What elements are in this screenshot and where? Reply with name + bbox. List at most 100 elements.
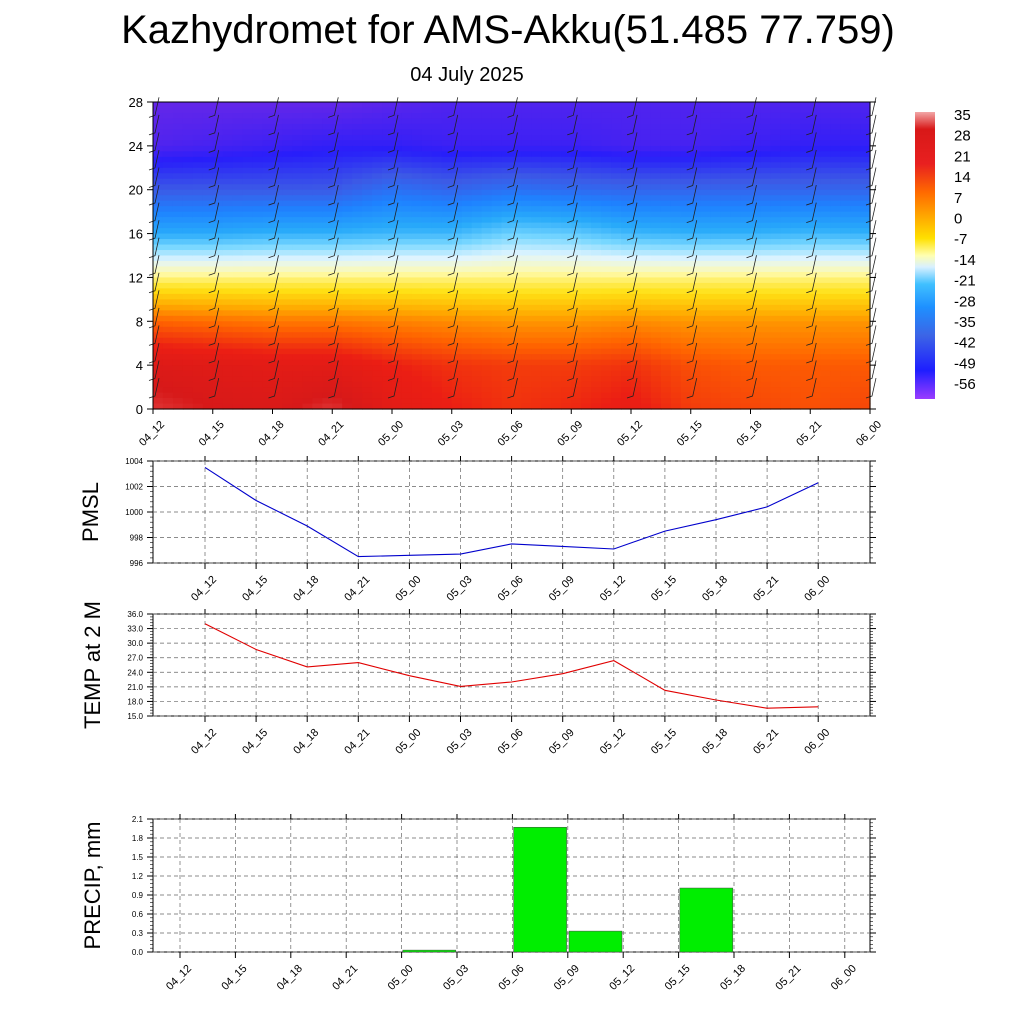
heatmap-cell (172, 277, 184, 284)
heatmap-cell (491, 217, 503, 224)
heatmap-cell (700, 211, 712, 218)
heatmap-cell (611, 162, 622, 169)
heatmap-cell (242, 222, 254, 229)
heatmap-cell (850, 337, 861, 344)
heatmap-cell (631, 228, 642, 235)
heatmap-cell (153, 337, 164, 344)
heatmap-cell (282, 173, 294, 180)
heatmap-cell (382, 370, 393, 377)
heatmap-cell (342, 162, 353, 169)
heatmap-cell (591, 381, 602, 388)
heatmap-cell (292, 304, 303, 311)
x-tick-label: 04_21 (342, 574, 372, 604)
heatmap-cell (262, 239, 274, 246)
heatmap-cell (531, 337, 542, 344)
heatmap-cell (491, 151, 503, 158)
heatmap-cell (650, 260, 662, 268)
heatmap-cell (172, 326, 184, 333)
heatmap-cell (790, 310, 801, 317)
heatmap-cell (392, 112, 403, 120)
heatmap-cell (451, 173, 463, 180)
heatmap-cell (720, 376, 732, 383)
wind-barb (507, 272, 518, 294)
heatmap-cell (441, 299, 453, 306)
heatmap-cell (322, 343, 333, 350)
heatmap-cell (531, 195, 542, 202)
heatmap-cell (690, 134, 702, 141)
heatmap-cell (790, 255, 801, 262)
heatmap-cell (252, 112, 264, 120)
y-tick-label: 1.5 (132, 853, 144, 862)
heatmap-cell (272, 217, 284, 224)
heatmap-cell (650, 239, 662, 246)
heatmap-cell (312, 129, 323, 136)
x-tick-label: 05_03 (445, 574, 475, 604)
heatmap-cell (421, 321, 433, 328)
heatmap-cell (631, 304, 642, 311)
heatmap-cell (222, 381, 234, 388)
heatmap-cell (461, 134, 473, 141)
heatmap-cell (780, 200, 791, 207)
wind-barb (865, 290, 877, 311)
heatmap-cell (760, 112, 772, 120)
heatmap-cell (571, 107, 582, 114)
heatmap-cell (481, 260, 493, 268)
heatmap-cell (810, 162, 821, 169)
heatmap-cell (730, 167, 742, 174)
heatmap-cell (382, 206, 393, 213)
heatmap-cell (860, 332, 871, 339)
heatmap-cell (670, 211, 682, 218)
heatmap-cell (302, 167, 313, 174)
heatmap-cell (660, 217, 672, 224)
heatmap-cell (282, 156, 294, 163)
heatmap-cell (182, 260, 194, 268)
heatmap-cell (631, 299, 642, 306)
heatmap-cell (441, 134, 453, 141)
heatmap-cell (282, 145, 294, 152)
heatmap-cell (172, 228, 184, 235)
heatmap-cell (611, 260, 622, 268)
heatmap-cell (322, 102, 333, 109)
heatmap-cell (780, 244, 791, 251)
heatmap-cell (551, 233, 562, 240)
heatmap-cell (561, 310, 572, 317)
heatmap-cell (720, 107, 732, 114)
heatmap-cell (700, 321, 712, 328)
heatmap-cell (740, 387, 752, 394)
heatmap-cell (491, 332, 503, 339)
heatmap-cell (670, 123, 682, 131)
heatmap-cell (441, 195, 453, 202)
heatmap-cell (461, 145, 473, 152)
heatmap-cell (182, 293, 194, 300)
wind-barb (865, 342, 877, 364)
wind-barb (567, 325, 578, 346)
heatmap-cell (451, 348, 463, 355)
heatmap-cell (262, 184, 274, 191)
wind-barb (268, 290, 279, 311)
heatmap-cell (591, 310, 602, 317)
heatmap-cell (810, 195, 821, 202)
heatmap-cell (541, 255, 552, 262)
heatmap-cell (601, 140, 612, 147)
heatmap-cell (541, 217, 552, 224)
heatmap-cell (740, 189, 752, 196)
heatmap-cell (332, 189, 343, 196)
heatmap-cell (162, 244, 174, 251)
heatmap-cell (810, 392, 821, 399)
heatmap-cell (352, 398, 363, 405)
heatmap-cell (820, 381, 831, 388)
y-axis-label: PMSL (78, 482, 103, 542)
heatmap-cell (780, 145, 791, 152)
heatmap-cell (790, 233, 801, 240)
heatmap-cell (332, 381, 343, 388)
heatmap-cell (631, 337, 642, 344)
heatmap-cell (302, 189, 313, 196)
heatmap-cell (621, 332, 632, 339)
heatmap-cell (401, 310, 413, 317)
heatmap-cell (292, 255, 303, 262)
heatmap-cell (272, 310, 284, 317)
heatmap-cell (392, 211, 403, 218)
heatmap-cell (850, 162, 861, 169)
heatmap-cell (162, 354, 174, 361)
heatmap-cell (481, 392, 493, 399)
